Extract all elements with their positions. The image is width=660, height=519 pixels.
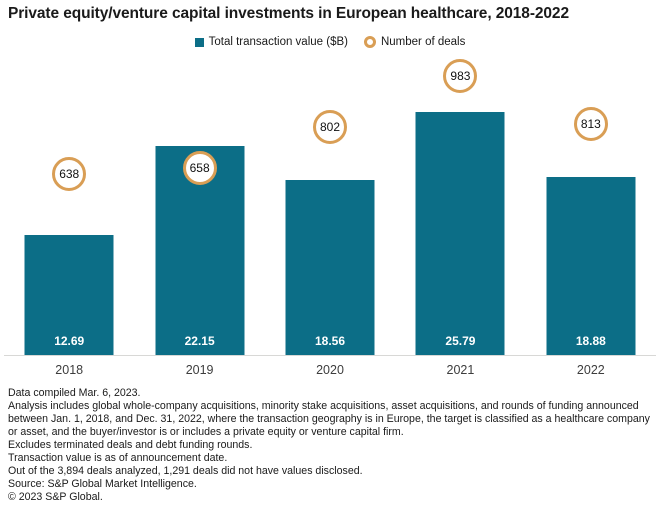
x-axis-tick-label: 2019 (185, 363, 214, 377)
footnote-line: Excludes terminated deals and debt fundi… (8, 439, 253, 451)
chart-column-2021: 25.79 983 (395, 45, 525, 355)
bar-value-label: 18.88 (575, 334, 606, 348)
deal-count-ring: 983 (443, 58, 478, 93)
legend: Total transaction value ($B) Number of d… (0, 36, 660, 48)
page-title: Private equity/venture capital investmen… (8, 5, 569, 22)
chart-area: 12.69 638 22.15 658 18.56 802 25.79 983 18.88 813 (4, 45, 656, 356)
deal-count-ring: 813 (573, 107, 608, 142)
footnote-line: Transaction value is as of announcement … (8, 452, 228, 464)
bar-value-label: 25.79 (445, 334, 476, 348)
chart-column-2022: 18.88 813 (526, 45, 656, 355)
deal-ring-swatch-icon (363, 36, 376, 48)
chart-column-2018: 12.69 638 (4, 45, 134, 355)
value-bar-2022: 18.88 (546, 177, 636, 355)
x-axis-tick-label: 2020 (316, 363, 344, 377)
x-axis-tick-label: 2021 (446, 363, 475, 377)
deal-count-ring: 638 (52, 156, 87, 191)
chart-column-2019: 22.15 658 (134, 45, 264, 355)
bar-value-label: 22.15 (184, 334, 215, 348)
deal-count-ring: 658 (182, 151, 217, 186)
deal-count-ring: 802 (313, 110, 348, 145)
x-axis-labels: 2018 2019 2020 2021 2022 (4, 363, 656, 377)
bar-value-label: 18.56 (315, 334, 346, 348)
value-bar-2018: 12.69 (24, 235, 114, 355)
legend-item-number-of-deals: Number of deals (363, 36, 466, 48)
legend-label-number-of-deals: Number of deals (380, 36, 466, 48)
value-bar-2021: 25.79 (415, 111, 505, 355)
value-bar-2020: 18.56 (285, 180, 375, 355)
footnote-line: © 2023 S&P Global. (8, 491, 103, 503)
legend-label-transaction-value: Total transaction value ($B) (208, 36, 348, 48)
bar-series-swatch-icon (194, 37, 204, 47)
legend-item-transaction-value: Total transaction value ($B) (194, 36, 348, 48)
footnotes: Data compiled Mar. 6, 2023. Analysis inc… (8, 387, 654, 504)
x-axis-tick-label: 2022 (576, 363, 605, 377)
footnote-line: Analysis includes global whole-company a… (8, 400, 650, 438)
chart-column-2020: 18.56 802 (265, 45, 395, 355)
x-axis-tick-label: 2018 (55, 363, 84, 377)
footnote-line: Data compiled Mar. 6, 2023. (8, 387, 141, 399)
bar-value-label: 12.69 (54, 334, 85, 348)
footnote-line: Out of the 3,894 deals analyzed, 1,291 d… (8, 465, 363, 477)
footnote-line: Source: S&P Global Market Intelligence. (8, 478, 197, 490)
